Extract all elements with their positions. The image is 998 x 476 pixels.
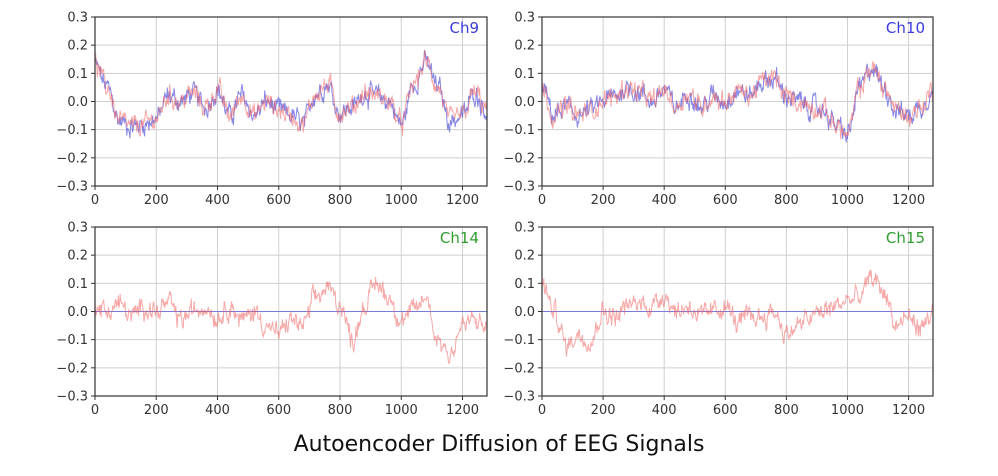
x-tick-label: 400: [652, 193, 677, 208]
x-tick-label: 1000: [385, 193, 418, 208]
x-tick-label: 1200: [892, 193, 925, 208]
x-tick-label: 600: [266, 403, 291, 418]
y-tick-label: 0.0: [514, 305, 535, 320]
x-tick-label: 600: [713, 403, 738, 418]
y-tick-label: −0.1: [56, 123, 88, 138]
x-tick-label: 400: [205, 193, 230, 208]
x-tick-label: 800: [328, 403, 353, 418]
y-tick-label: −0.3: [503, 390, 535, 405]
figure-title: Autoencoder Diffusion of EEG Signals: [293, 432, 705, 457]
x-tick-label: 800: [774, 193, 799, 208]
x-tick-label: 400: [205, 403, 230, 418]
channel-label: Ch10: [886, 19, 925, 37]
y-tick-label: 0.3: [67, 11, 88, 26]
x-tick-label: 200: [144, 193, 169, 208]
y-tick-label: 0.1: [67, 67, 88, 82]
channel-label: Ch14: [440, 229, 479, 247]
x-tick-label: 1000: [831, 193, 864, 208]
series-line-reconstructed: [541, 61, 934, 140]
x-tick-label: 200: [144, 403, 169, 418]
x-tick-label: 1200: [446, 193, 479, 208]
y-tick-label: 0.1: [67, 277, 88, 292]
x-tick-label: 1200: [446, 403, 479, 418]
y-tick-label: 0.3: [514, 11, 535, 26]
x-tick-label: 1000: [831, 403, 864, 418]
subplot-ch14: 0 200 400 600 800 1000 1200 −0.3 −0.2 −0.1 0.0 0.1 0…: [56, 221, 488, 418]
y-tick-label: −0.2: [56, 151, 88, 166]
y-tick-label: −0.1: [503, 333, 535, 348]
x-tick-label: 0: [538, 193, 546, 208]
x-tick-label: 0: [538, 403, 546, 418]
y-tick-label: −0.3: [56, 390, 88, 405]
subplot-ch10: 0 200 400 600 800 1000 1200 −0.3 −0.2 −0.1 0.0 0.1 0…: [503, 11, 934, 208]
series-line-reconstructed: [94, 50, 488, 138]
x-tick-label: 400: [652, 403, 677, 418]
y-tick-label: −0.2: [503, 151, 535, 166]
y-tick-label: −0.2: [56, 361, 88, 376]
y-tick-label: 0.2: [67, 39, 88, 54]
x-tick-label: 200: [591, 403, 616, 418]
channel-label: Ch9: [449, 19, 479, 37]
y-tick-label: 0.0: [67, 95, 88, 110]
y-tick-label: 0.1: [514, 67, 535, 82]
series-line-reconstructed: [94, 277, 488, 365]
y-tick-label: 0.2: [514, 39, 535, 54]
subplot-ch9: 0 200 400 600 800 1000 1200 −0.3 −0.2 −0.1 0.0 0.1 0…: [56, 11, 488, 208]
subplot-ch15: 0 200 400 600 800 1000 1200 −0.3 −0.2 −0.1 0.0 0.1 0…: [503, 221, 934, 418]
y-tick-label: −0.3: [56, 180, 88, 195]
x-tick-label: 0: [91, 193, 99, 208]
y-tick-label: −0.1: [503, 123, 535, 138]
channel-label: Ch15: [886, 229, 925, 247]
x-tick-label: 200: [591, 193, 616, 208]
y-tick-label: 0.1: [514, 277, 535, 292]
y-tick-label: −0.2: [503, 361, 535, 376]
y-tick-label: 0.0: [514, 95, 535, 110]
y-tick-label: 0.2: [514, 249, 535, 264]
x-tick-label: 600: [713, 193, 738, 208]
y-tick-label: 0.3: [514, 221, 535, 236]
x-tick-label: 800: [774, 403, 799, 418]
x-tick-label: 800: [328, 193, 353, 208]
y-tick-label: −0.3: [503, 180, 535, 195]
x-tick-label: 1000: [385, 403, 418, 418]
x-tick-label: 0: [91, 403, 99, 418]
series-line-reconstructed: [541, 269, 934, 357]
x-tick-label: 1200: [892, 403, 925, 418]
y-tick-label: −0.1: [56, 333, 88, 348]
y-tick-label: 0.3: [67, 221, 88, 236]
y-tick-label: 0.2: [67, 249, 88, 264]
y-tick-label: 0.0: [67, 305, 88, 320]
x-tick-label: 600: [266, 193, 291, 208]
